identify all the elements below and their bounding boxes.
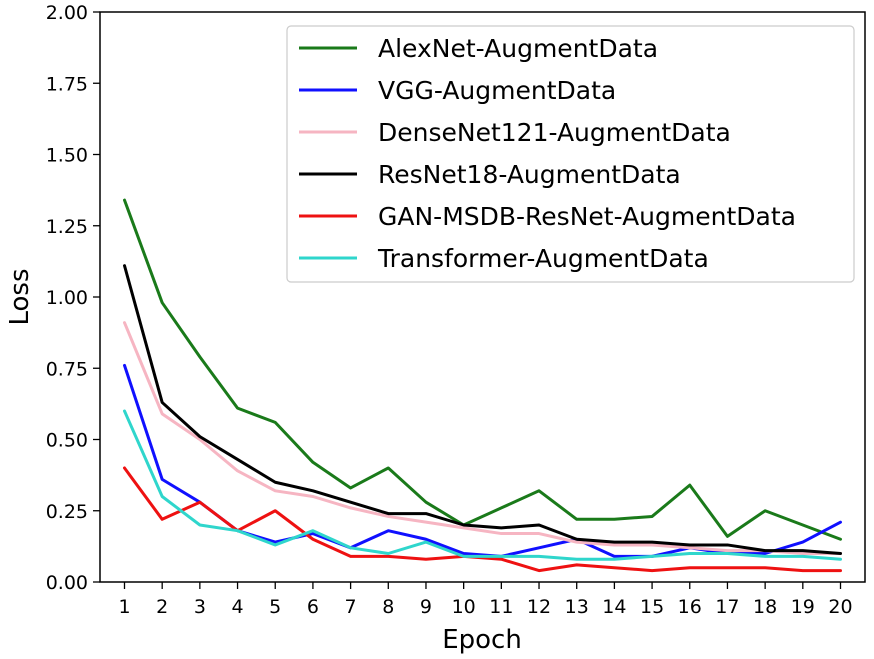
- x-tick-label: 2: [156, 596, 168, 618]
- series-line-densenet121-augmentdata: [123, 321, 842, 555]
- x-axis-ticks: 1 2 3 4 5 6 7 8 9 10 11 12 13 14 15 16 17 18 19 20: [118, 582, 853, 618]
- y-tick-label: 0.25: [46, 501, 88, 523]
- x-tick-label: 3: [194, 596, 206, 618]
- x-tick-label: 14: [602, 596, 626, 618]
- y-tick-label: 0.75: [46, 358, 88, 380]
- y-tick-label: 1.00: [46, 287, 88, 309]
- x-tick-label: 8: [382, 596, 394, 618]
- series-line-resnet18-augmentdata: [123, 264, 842, 555]
- legend-label-vgg-augmentdata: VGG-AugmentData: [378, 76, 616, 105]
- legend-label-transformer-augmentdata: Transformer-AugmentData: [377, 244, 709, 273]
- x-tick-label: 20: [828, 596, 852, 618]
- y-axis-ticks: 0.00 0.25 0.50 0.75 1.00 1.25 1.50 1.75 2.00: [46, 2, 100, 594]
- x-tick-label: 1: [118, 596, 130, 618]
- x-axis-title: Epoch: [442, 625, 522, 655]
- x-tick-label: 19: [791, 596, 815, 618]
- y-tick-label: 1.50: [46, 145, 88, 167]
- y-tick-label: 2.00: [46, 2, 88, 24]
- x-tick-label: 9: [420, 596, 432, 618]
- x-tick-label: 17: [715, 596, 739, 618]
- series-line-transformer-augmentdata: [123, 409, 842, 561]
- x-tick-label: 11: [489, 596, 513, 618]
- legend-label-densenet121-augmentdata: DenseNet121-AugmentData: [378, 118, 731, 147]
- x-tick-label: 15: [640, 596, 664, 618]
- y-axis-title: Loss: [5, 268, 35, 325]
- y-tick-label: 0.00: [46, 572, 88, 594]
- x-tick-label: 7: [345, 596, 357, 618]
- legend-label-resnet18-augmentdata: ResNet18-AugmentData: [378, 160, 681, 189]
- series-layer: [123, 198, 842, 573]
- x-tick-label: 13: [565, 596, 589, 618]
- y-tick-label: 1.75: [46, 73, 88, 95]
- x-tick-label: 5: [269, 596, 281, 618]
- x-tick-label: 18: [753, 596, 777, 618]
- series-line-alexnet-augmentdata: [123, 198, 842, 541]
- legend-label-gan-msdb-resnet-augmentdata: GAN-MSDB-ResNet-AugmentData: [378, 202, 796, 231]
- legend-label-alexnet-augmentdata: AlexNet-AugmentData: [378, 34, 658, 63]
- y-tick-label: 0.50: [46, 430, 88, 452]
- x-tick-label: 6: [307, 596, 319, 618]
- x-tick-label: 4: [232, 596, 244, 618]
- x-tick-label: 16: [678, 596, 702, 618]
- y-tick-label: 1.25: [46, 216, 88, 238]
- legend: AlexNet-AugmentData VGG-AugmentData DenseN…: [286, 25, 855, 283]
- x-tick-label: 12: [527, 596, 551, 618]
- x-tick-label: 10: [452, 596, 476, 618]
- legend-box: [286, 25, 855, 283]
